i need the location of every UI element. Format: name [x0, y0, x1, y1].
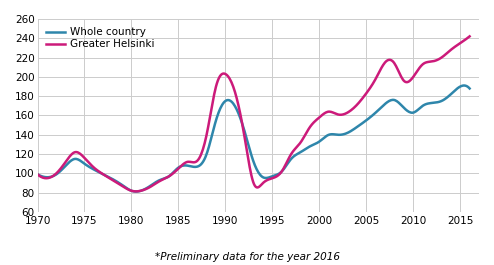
Greater Helsinki [457, 42, 463, 45]
Line: Greater Helsinki: Greater Helsinki [38, 36, 470, 191]
Whole country [243, 135, 249, 139]
Whole country [241, 126, 247, 130]
Whole country [461, 84, 467, 87]
Greater Helsinki [390, 60, 396, 63]
Greater Helsinki [241, 130, 247, 133]
Whole country [467, 87, 473, 90]
Whole country [133, 190, 139, 193]
Line: Whole country: Whole country [38, 86, 470, 192]
Whole country [35, 173, 41, 176]
Whole country [390, 98, 396, 101]
Greater Helsinki [269, 177, 275, 180]
Greater Helsinki [35, 173, 41, 176]
Greater Helsinki [467, 35, 473, 38]
Whole country [269, 175, 275, 178]
Greater Helsinki [243, 145, 249, 149]
Greater Helsinki [292, 147, 298, 150]
Text: *Preliminary data for the year 2016: *Preliminary data for the year 2016 [155, 252, 339, 262]
Legend: Whole country, Greater Helsinki: Whole country, Greater Helsinki [43, 24, 158, 52]
Whole country [292, 153, 298, 157]
Whole country [457, 85, 463, 88]
Greater Helsinki [133, 190, 139, 193]
